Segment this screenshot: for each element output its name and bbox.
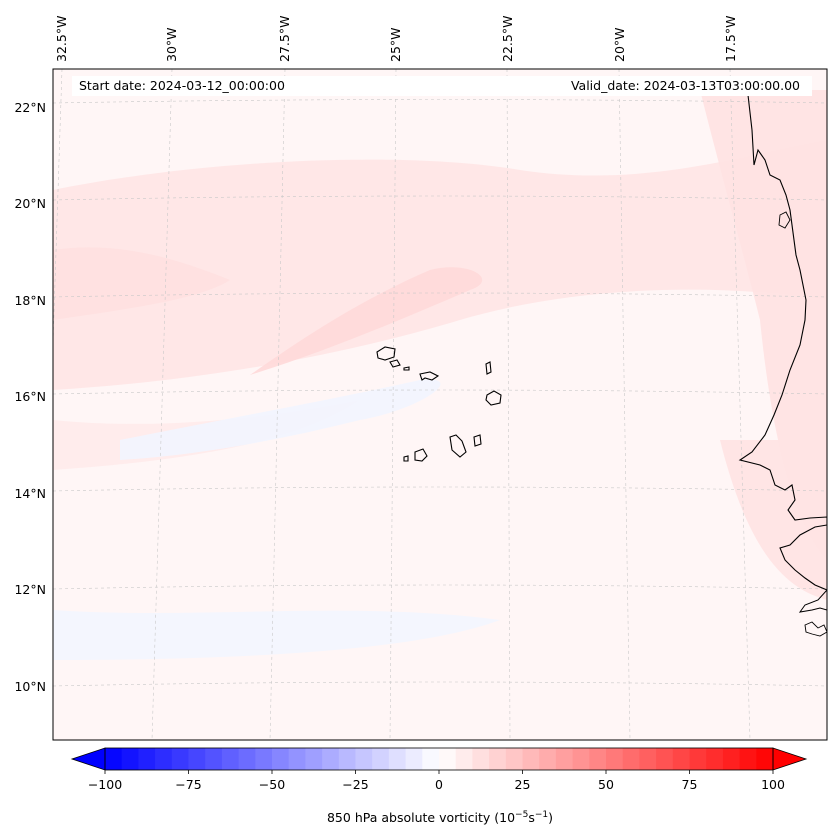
bijagos-islands (804, 621, 827, 637)
colorbar-segment (539, 748, 557, 770)
colorbar-segment (672, 748, 690, 770)
lat-label: 16°N (14, 389, 46, 404)
colorbar-segment (505, 748, 523, 770)
lon-label: 20°W (612, 27, 627, 62)
longitude-labels: 32.5°W 30°W 27.5°W 25°W 22.5°W 20°W 17.5… (54, 16, 738, 62)
colorbar-segment (388, 748, 406, 770)
cape-verde-islands (376, 346, 502, 462)
colorbar-segment (238, 748, 256, 770)
negative-vorticity-south (53, 610, 500, 660)
lon-label: 25°W (388, 27, 403, 62)
start-date-label: Start date: 2024-03-12_00:00:00 (79, 78, 285, 93)
colorbar-segment (355, 748, 373, 770)
colorbar-segment (472, 748, 490, 770)
maio (473, 434, 482, 447)
colorbar-tick-label: −25 (342, 777, 368, 792)
colorbar-ticks: −100 −75 −50 −25 0 25 50 75 100 (88, 770, 785, 792)
colorbar-tick-label: −100 (88, 777, 122, 792)
bioko-islet (778, 211, 791, 229)
colorbar-segment (121, 748, 139, 770)
vorticity-band-west (53, 247, 230, 320)
colorbar-segment (322, 748, 340, 770)
colorbar-segment (572, 748, 590, 770)
colorbar-segment (739, 748, 757, 770)
lat-label: 20°N (14, 196, 46, 211)
colorbar-segment (305, 748, 323, 770)
colorbar-segment (188, 748, 206, 770)
vorticity-band-southeast (720, 440, 827, 600)
lat-label: 12°N (14, 582, 46, 597)
colorbar-segment (722, 748, 740, 770)
colorbar-segment (372, 748, 390, 770)
lat-label: 18°N (14, 293, 46, 308)
santiago (449, 434, 467, 458)
africa-coastline (738, 94, 827, 591)
colorbar-segment (255, 748, 273, 770)
colorbar-segment (555, 748, 573, 770)
header-strip (72, 76, 812, 96)
map-frame (52, 68, 828, 741)
lon-label: 17.5°W (723, 16, 738, 62)
santo-antao (376, 346, 396, 361)
colorbar-segment (589, 748, 607, 770)
colorbar-extend-low (70, 747, 106, 771)
colorbar-extend-high (772, 747, 808, 771)
colorbar-segment (622, 748, 640, 770)
colorbar-segment (105, 748, 123, 770)
sao-nicolau (419, 371, 440, 381)
colorbar-tick-label: 100 (761, 777, 785, 792)
lon-label: 27.5°W (277, 16, 292, 62)
colorbar-segment (606, 748, 624, 770)
colorbar: −100 −75 −50 −25 0 25 50 75 100 850 hPa absolute… (70, 747, 808, 825)
colorbar-segment (439, 748, 457, 770)
colorbar-tick-label: 50 (598, 777, 614, 792)
colorbar-segment (272, 748, 290, 770)
colorbar-segment (639, 748, 657, 770)
vorticity-band-north (53, 140, 827, 390)
lat-label: 22°N (14, 100, 46, 115)
colorbar-segment (706, 748, 724, 770)
colorbar-segment (422, 748, 440, 770)
colorbar-tick-label: 25 (515, 777, 531, 792)
sal (485, 361, 492, 375)
colorbar-segment (656, 748, 674, 770)
colorbar-segment (405, 748, 423, 770)
brava (403, 455, 409, 462)
negative-vorticity-band (120, 379, 441, 460)
guinea-bissau-coast (798, 589, 827, 613)
colorbar-segment (756, 748, 774, 770)
valid-date-label: Valid_date: 2024-03-13T03:00:00.00 (571, 78, 800, 93)
colorbar-segment (205, 748, 223, 770)
colorbar-segment (522, 748, 540, 770)
colorbar-segment (288, 748, 306, 770)
colorbar-tick-label: −75 (175, 777, 201, 792)
fogo (414, 448, 428, 462)
colorbar-segment (489, 748, 507, 770)
colorbar-segment (155, 748, 173, 770)
colorbar-segments (105, 748, 774, 770)
vorticity-field (53, 69, 827, 740)
graticule (53, 69, 827, 740)
latitude-labels: 22°N 20°N 18°N 16°N 14°N 12°N 10°N (14, 100, 46, 694)
colorbar-segment (221, 748, 239, 770)
colorbar-segment (689, 748, 707, 770)
colorbar-segment (171, 748, 189, 770)
colorbar-label: 850 hPa absolute vorticity (10−5s−1) (327, 810, 553, 825)
lon-label: 22.5°W (500, 16, 515, 62)
boa-vista (485, 390, 502, 406)
vorticity-band-strong (250, 267, 483, 375)
lat-label: 10°N (14, 679, 46, 694)
lon-label: 32.5°W (54, 16, 69, 62)
colorbar-tick-label: 75 (682, 777, 698, 792)
colorbar-tick-label: −50 (259, 777, 285, 792)
colorbar-segment (455, 748, 473, 770)
santa-luzia (403, 366, 410, 371)
lon-label: 30°W (164, 27, 179, 62)
colorbar-segment (138, 748, 156, 770)
colorbar-tick-label: 0 (435, 777, 443, 792)
sao-vicente (389, 359, 401, 368)
lat-label: 14°N (14, 486, 46, 501)
colorbar-segment (338, 748, 356, 770)
